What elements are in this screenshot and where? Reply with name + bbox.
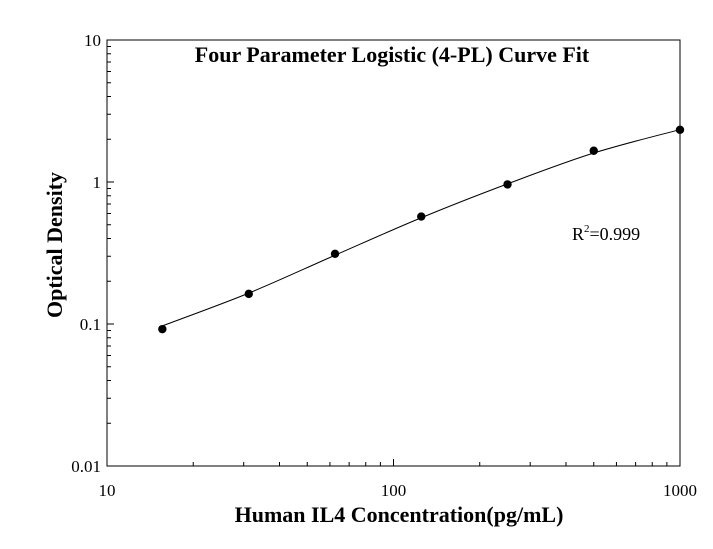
data-point	[330, 249, 340, 259]
data-point	[417, 212, 426, 221]
plot-frame	[106, 39, 681, 467]
data-point	[675, 125, 685, 135]
r-squared-letter: R	[572, 224, 584, 244]
x-tick-label: 100	[381, 481, 407, 500]
x-axis-label: Human IL4 Concentration(pg/mL)	[235, 502, 564, 527]
data-point	[589, 146, 598, 155]
x-tick-label: 1000	[663, 481, 697, 500]
data-points	[158, 125, 685, 334]
y-axis-label: Optical Density	[42, 172, 67, 318]
chart-title: Four Parameter Logistic (4-PL) Curve Fit	[195, 42, 590, 67]
y-tick-label: 1	[93, 173, 102, 192]
r-squared-superscript: 2	[584, 223, 590, 235]
r-squared-value: =0.999	[590, 224, 641, 244]
data-point	[244, 289, 253, 299]
y-axis-ticks: 0.01 0.1 1 10	[71, 31, 114, 476]
data-point	[503, 180, 512, 189]
x-tick-label: 10	[99, 481, 116, 500]
x-axis-ticks: 10 100 1000	[99, 459, 697, 500]
r-squared-annotation: R2=0.999	[572, 223, 640, 244]
y-tick-label: 0.01	[71, 457, 101, 476]
y-tick-label: 10	[84, 31, 101, 50]
y-tick-label: 0.1	[80, 315, 101, 334]
data-point	[158, 324, 167, 334]
